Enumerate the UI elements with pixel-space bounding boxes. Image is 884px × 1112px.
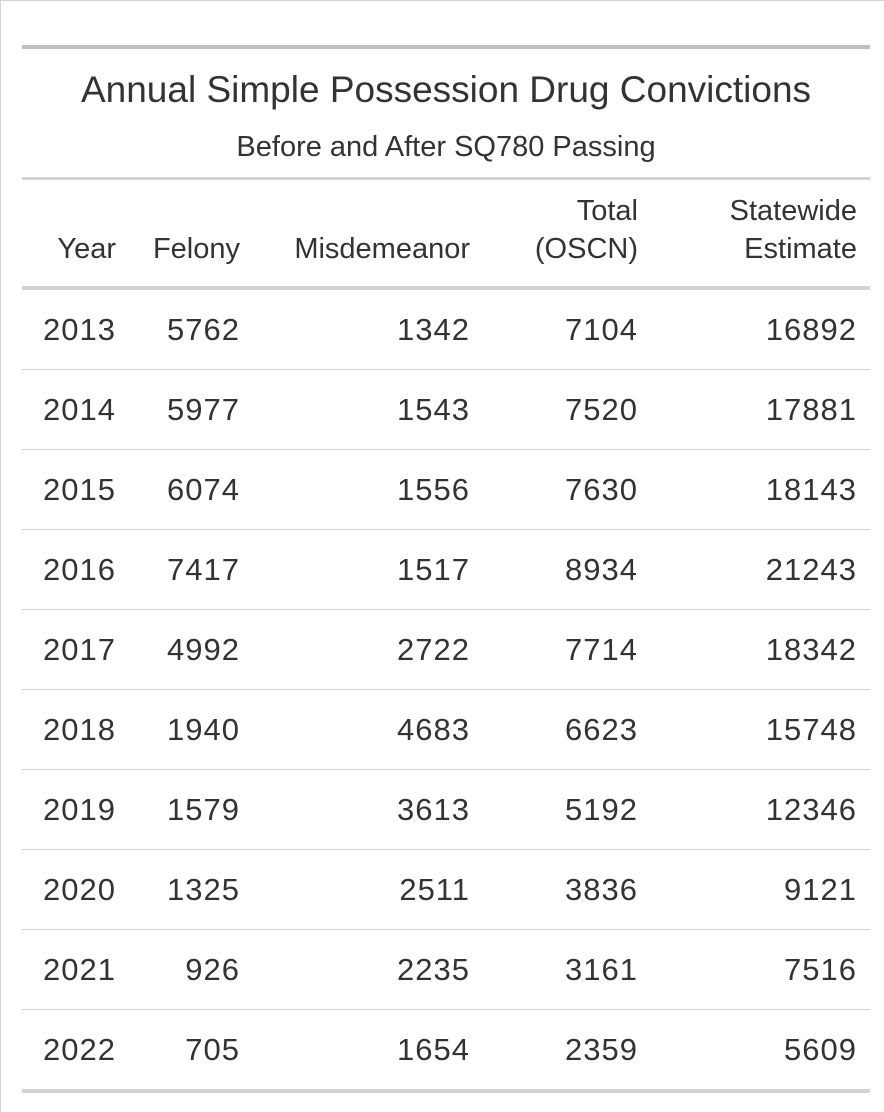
- cell-total: 7714: [565, 632, 638, 667]
- cell-year: 2020: [43, 872, 116, 907]
- column-header-misdemeanor: Misdemeanor: [240, 230, 470, 268]
- cell-misdemeanor: 2235: [397, 952, 470, 987]
- column-header-row: Year Felony Misdemeanor Total (OSCN) Sta…: [22, 180, 870, 286]
- cell-total: 5192: [565, 792, 638, 827]
- table-row: 2014 5977 1543 7520 17881: [22, 370, 870, 450]
- table-row: 2022 705 1654 2359 5609: [22, 1010, 870, 1089]
- cell-year: 2015: [43, 472, 116, 507]
- cell-total: 8934: [565, 552, 638, 587]
- table-row: 2019 1579 3613 5192 12346: [22, 770, 870, 850]
- cell-misdemeanor: 1543: [397, 392, 470, 427]
- cell-statewide-estimate: 7516: [784, 952, 857, 987]
- table-row: 2018 1940 4683 6623 15748: [22, 690, 870, 770]
- table-row: 2013 5762 1342 7104 16892: [22, 290, 870, 370]
- cell-felony: 5977: [167, 392, 240, 427]
- cell-year: 2021: [43, 952, 116, 987]
- table-bottom-rule: [22, 1089, 870, 1093]
- cell-misdemeanor: 4683: [397, 712, 470, 747]
- column-header-total-line1: Total: [576, 195, 638, 227]
- cell-misdemeanor: 2722: [397, 632, 470, 667]
- cell-year: 2017: [43, 632, 116, 667]
- cell-felony: 6074: [167, 472, 240, 507]
- cell-statewide-estimate: 12346: [765, 792, 857, 827]
- cell-felony: 1579: [167, 792, 240, 827]
- cell-total: 7104: [565, 312, 638, 347]
- cell-statewide-estimate: 16892: [765, 312, 857, 347]
- convictions-table: Annual Simple Possession Drug Conviction…: [22, 45, 870, 1093]
- cell-statewide-estimate: 21243: [765, 552, 857, 587]
- table-row: 2017 4992 2722 7714 18342: [22, 610, 870, 690]
- table-row: 2015 6074 1556 7630 18143: [22, 450, 870, 530]
- cell-statewide-estimate: 17881: [765, 392, 857, 427]
- cell-year: 2016: [43, 552, 116, 587]
- cell-statewide-estimate: 9121: [784, 872, 857, 907]
- heading-divider: [22, 177, 870, 180]
- cell-misdemeanor: 2511: [399, 872, 470, 907]
- column-header-felony: Felony: [116, 230, 240, 268]
- column-header-total-line2: (OSCN): [534, 233, 638, 265]
- cell-misdemeanor: 3613: [397, 792, 470, 827]
- column-header-statewide-line2: Estimate: [744, 233, 857, 265]
- cell-misdemeanor: 1517: [397, 552, 470, 587]
- cell-year: 2019: [43, 792, 116, 827]
- table-row: 2016 7417 1517 8934 21243: [22, 530, 870, 610]
- column-header-total: Total (OSCN): [470, 192, 638, 268]
- cell-felony: 926: [185, 952, 240, 987]
- cell-misdemeanor: 1556: [397, 472, 470, 507]
- cell-felony: 7417: [167, 552, 240, 587]
- cell-statewide-estimate: 15748: [765, 712, 857, 747]
- cell-total: 6623: [565, 712, 638, 747]
- cell-misdemeanor: 1654: [397, 1032, 470, 1067]
- table-row: 2020 1325 2511 3836 9121: [22, 850, 870, 930]
- cell-total: 3161: [565, 952, 638, 987]
- cell-felony: 5762: [167, 312, 240, 347]
- cell-total: 7520: [565, 392, 638, 427]
- cell-felony: 4992: [167, 632, 240, 667]
- cell-misdemeanor: 1342: [397, 312, 470, 347]
- table-title: Annual Simple Possession Drug Conviction…: [80, 69, 812, 110]
- cell-total: 7630: [565, 472, 638, 507]
- cell-statewide-estimate: 18143: [765, 472, 857, 507]
- column-header-rule: [22, 286, 870, 290]
- table-top-rule: [22, 45, 870, 49]
- cell-felony: 1325: [167, 872, 240, 907]
- column-header-felony-label: Felony: [152, 233, 240, 265]
- cell-felony: 1940: [167, 712, 240, 747]
- cell-felony: 705: [185, 1032, 240, 1067]
- cell-year: 2018: [43, 712, 116, 747]
- cell-year: 2013: [43, 312, 116, 347]
- column-header-year: Year: [22, 230, 116, 268]
- table-row: 2021 926 2235 3161 7516: [22, 930, 870, 1010]
- table-subtitle: Before and After SQ780 Passing: [236, 131, 656, 163]
- column-header-statewide-line1: Statewide: [729, 195, 857, 227]
- cell-total: 3836: [565, 872, 638, 907]
- column-header-misdemeanor-label: Misdemeanor: [294, 233, 470, 265]
- cell-year: 2022: [43, 1032, 116, 1067]
- cell-year: 2014: [43, 392, 116, 427]
- table-body: 2013 5762 1342 7104 16892 2014 5977 1543 7520 178…: [22, 290, 870, 1089]
- cell-total: 2359: [565, 1032, 638, 1067]
- column-header-year-label: Year: [57, 233, 116, 265]
- table-heading: Annual Simple Possession Drug Conviction…: [22, 49, 870, 177]
- column-header-statewide: Statewide Estimate: [638, 192, 857, 268]
- cell-statewide-estimate: 18342: [765, 632, 857, 667]
- cell-statewide-estimate: 5609: [784, 1032, 857, 1067]
